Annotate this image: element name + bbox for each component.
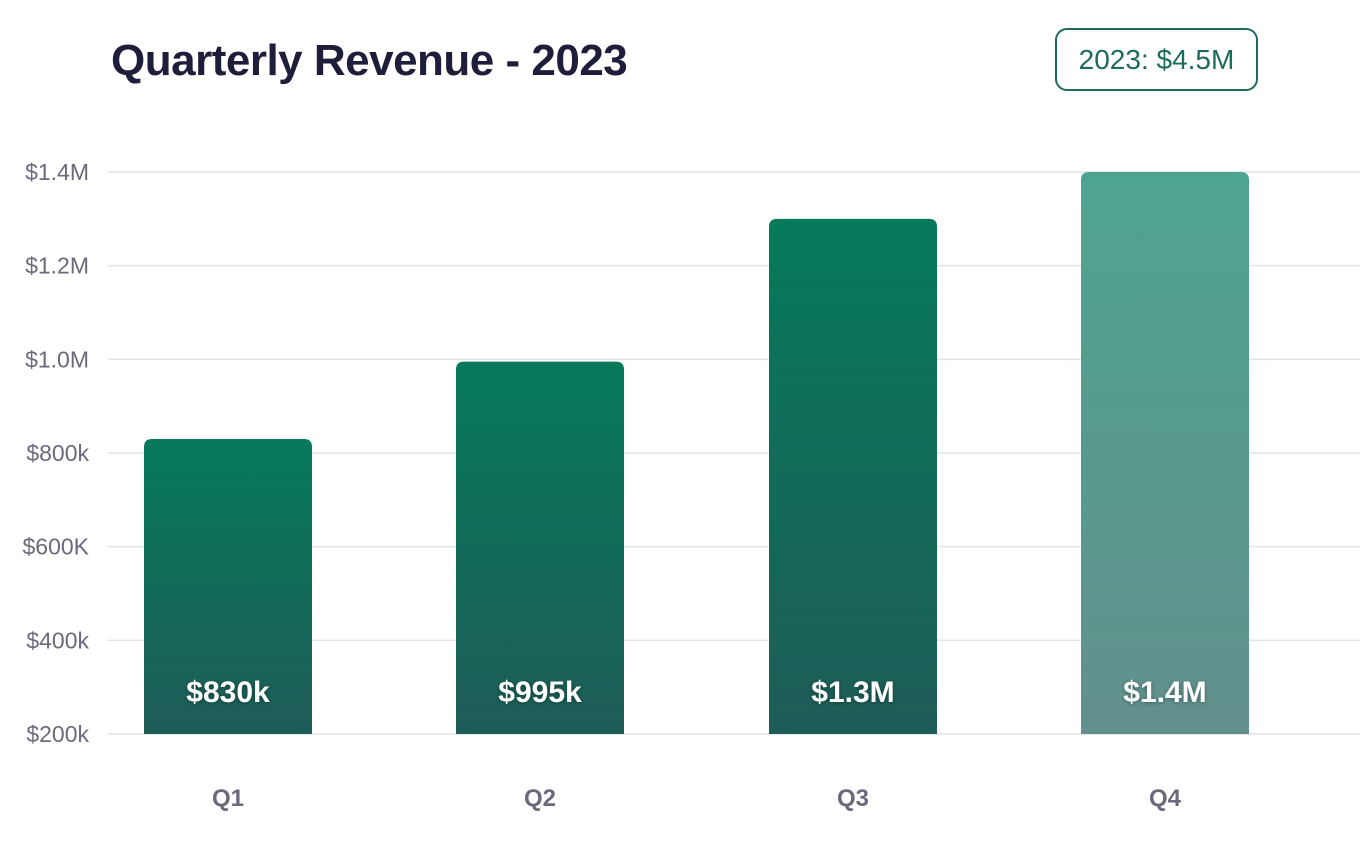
- x-tick-label: Q2: [524, 785, 556, 812]
- bar-value-label: $995k: [498, 676, 582, 709]
- y-tick-label: $1.0M: [25, 346, 89, 372]
- bar-q2: [456, 361, 624, 734]
- y-axis: $200k $400k $600K $800k $1.0M $1.2M $1.4M: [22, 159, 89, 747]
- y-tick-label: $200k: [26, 721, 89, 747]
- value-labels: $830k $995k $1.3M $1.4M: [186, 676, 1206, 709]
- y-tick-label: $400k: [26, 627, 89, 653]
- y-tick-label: $800k: [26, 440, 89, 466]
- bar-q4: [1081, 172, 1249, 734]
- bar-q3: [769, 218, 937, 735]
- bar-value-label: $1.4M: [1123, 676, 1206, 709]
- bar-q1: [144, 438, 312, 734]
- x-tick-label: Q1: [212, 785, 244, 812]
- x-tick-label: Q4: [1149, 785, 1182, 812]
- bar-value-label: $830k: [186, 676, 270, 709]
- annual-total-badge: 2023: $4.5M: [1055, 28, 1258, 91]
- x-tick-label: Q3: [837, 785, 869, 812]
- bar-value-label: $1.3M: [811, 676, 894, 709]
- bars: [144, 172, 1249, 735]
- x-axis: Q1 Q2 Q3 Q4: [212, 785, 1182, 812]
- y-tick-label: $600K: [22, 534, 89, 560]
- chart-title: Quarterly Revenue - 2023: [111, 36, 628, 85]
- y-tick-label: $1.2M: [25, 253, 89, 279]
- y-tick-label: $1.4M: [25, 159, 89, 185]
